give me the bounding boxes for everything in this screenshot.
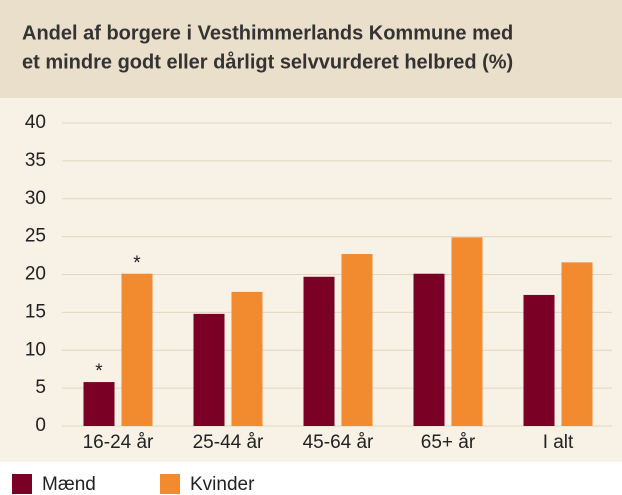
- y-tick-label: 5: [35, 377, 46, 398]
- y-tick-label: 35: [25, 150, 46, 171]
- y-tick-label: 0: [35, 415, 46, 436]
- x-tick-label: 45-64 år: [303, 432, 374, 453]
- y-tick-label: 15: [25, 301, 46, 322]
- bar: [561, 262, 593, 426]
- chart-title: Andel af borgere i Vesthimmerlands Kommu…: [22, 22, 513, 44]
- x-tick-label: 16-24 år: [83, 432, 154, 453]
- bar: [523, 294, 555, 426]
- y-tick-label: 40: [25, 112, 46, 133]
- bar: [193, 313, 225, 426]
- annotation: *: [95, 361, 103, 382]
- annotation: *: [133, 253, 141, 274]
- legend-swatch: [160, 474, 180, 494]
- y-tick-label: 30: [25, 188, 46, 209]
- chart-title: et mindre godt eller dårligt selvvurdere…: [22, 50, 513, 73]
- y-tick-label: 10: [25, 339, 46, 360]
- bar: [121, 273, 153, 426]
- legend-swatch: [12, 474, 32, 494]
- x-tick-label: 65+ år: [421, 432, 476, 453]
- y-tick-label: 20: [25, 264, 46, 285]
- bar: [83, 382, 115, 426]
- y-tick-label: 25: [25, 226, 46, 247]
- bar: [451, 237, 483, 426]
- title-band: [0, 0, 622, 98]
- legend-label: Mænd: [42, 474, 96, 495]
- bar: [231, 291, 263, 426]
- x-tick-label: 25-44 år: [193, 432, 264, 453]
- bar: [341, 254, 373, 426]
- bar: [303, 276, 335, 426]
- x-tick-label: I alt: [543, 432, 574, 453]
- legend-label: Kvinder: [190, 474, 255, 495]
- bar: [413, 273, 445, 426]
